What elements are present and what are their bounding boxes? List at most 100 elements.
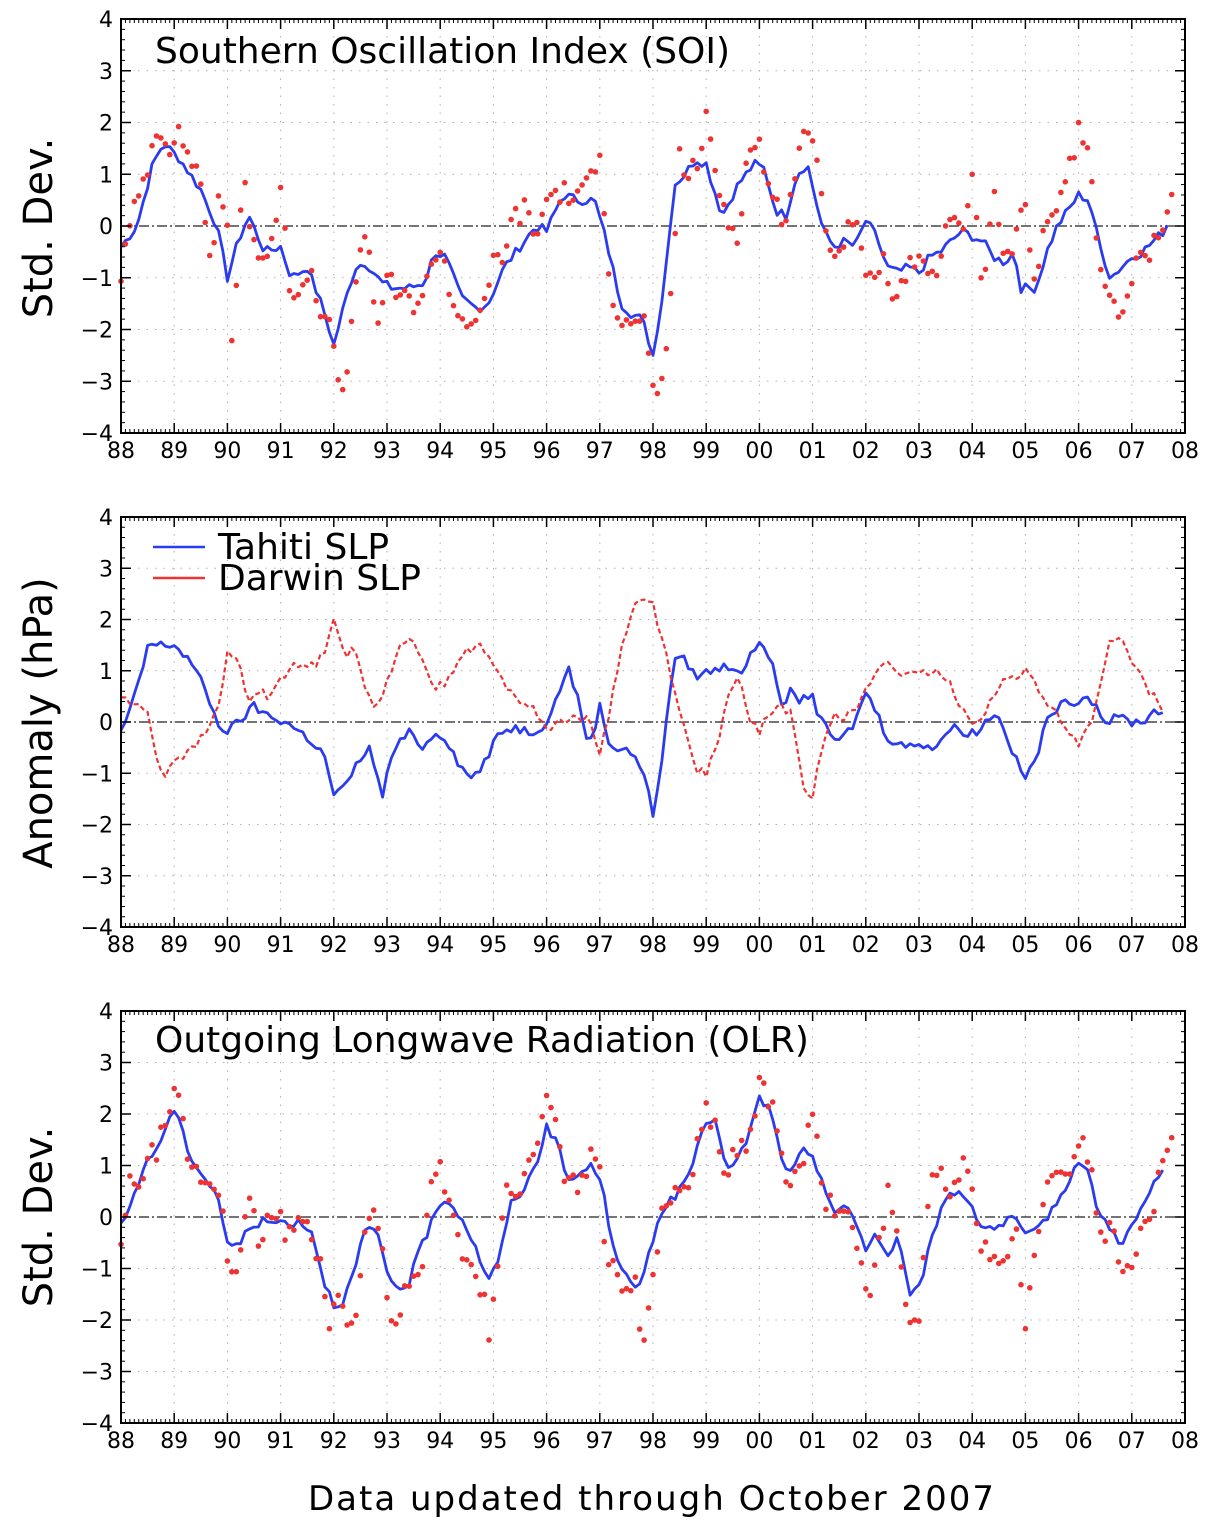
data-point (1084, 145, 1091, 151)
data-point (353, 1312, 359, 1319)
data-point (707, 1124, 714, 1130)
data-point (286, 1223, 293, 1230)
data-point (162, 141, 169, 147)
data-point (1080, 140, 1086, 146)
data-point (699, 1126, 705, 1133)
data-point (1018, 1281, 1024, 1288)
data-point (135, 1184, 142, 1190)
data-point (1027, 247, 1033, 253)
data-point (738, 211, 745, 217)
data-point (1155, 234, 1162, 241)
data-point (730, 1146, 736, 1153)
data-point (335, 377, 342, 383)
data-point (832, 253, 838, 260)
data-point (388, 271, 395, 278)
data-point (189, 163, 195, 170)
data-point (140, 1175, 146, 1182)
olr-title: Outgoing Longwave Radiation (OLR) (155, 1020, 809, 1061)
y-tick-label: −4 (81, 422, 113, 447)
data-point (255, 1243, 262, 1249)
data-point (894, 293, 900, 300)
data-point (960, 226, 967, 232)
data-point (206, 252, 213, 259)
data-point (996, 1260, 1002, 1267)
x-tick-label: 92 (320, 933, 348, 958)
data-point (973, 1220, 980, 1227)
data-point (1102, 283, 1108, 290)
data-point (260, 1236, 266, 1243)
data-point (956, 220, 962, 226)
data-point (1013, 1226, 1020, 1232)
data-point (1035, 263, 1042, 270)
data-point (153, 133, 160, 139)
data-point (796, 145, 803, 151)
olr-y-axis-label: Std. Dev. (16, 1127, 62, 1308)
data-point (237, 207, 244, 213)
data-point (419, 292, 426, 299)
data-point (889, 1209, 896, 1216)
data-point (787, 191, 794, 198)
data-point (623, 317, 630, 323)
data-point (464, 324, 470, 330)
data-point (512, 205, 519, 212)
data-point (845, 1209, 851, 1215)
data-point (814, 1133, 820, 1139)
data-point (650, 382, 656, 389)
data-point (783, 217, 789, 224)
olr-plot-area: 88 89 90 91 92 93 94 95 96 97 98 99 00 01 02 03 04 05 06 07… (81, 1000, 1199, 1454)
x-tick-label: 05 (1011, 933, 1039, 958)
data-point (938, 253, 944, 259)
x-tick-label: 04 (958, 1429, 986, 1454)
data-point (916, 253, 922, 259)
data-point (592, 1156, 599, 1162)
data-point (809, 1111, 816, 1118)
data-point (246, 223, 253, 230)
data-point (410, 309, 417, 316)
data-point (876, 1234, 882, 1241)
data-point (260, 255, 266, 261)
data-point (171, 140, 177, 146)
data-point (370, 299, 377, 305)
data-point (965, 1168, 971, 1174)
data-point (477, 1292, 483, 1298)
data-point (526, 210, 532, 216)
data-point (548, 1104, 554, 1111)
x-tick-label: 97 (586, 1429, 614, 1454)
data-point (1151, 232, 1157, 239)
data-point (645, 350, 652, 357)
data-point (384, 272, 390, 279)
data-point (778, 221, 785, 228)
y-tick-label: 1 (99, 1155, 113, 1180)
data-point (220, 1208, 226, 1214)
x-tick-label: 06 (1065, 933, 1093, 958)
data-point (401, 1283, 408, 1289)
data-point (206, 1181, 213, 1187)
x-tick-label: 03 (905, 1429, 933, 1454)
data-point (251, 236, 257, 243)
data-point (867, 1292, 873, 1299)
data-point (481, 295, 488, 302)
x-tick-label: 98 (639, 439, 667, 464)
data-point (503, 1182, 510, 1188)
data-point (685, 175, 692, 182)
data-point (951, 1179, 958, 1186)
data-point (854, 1245, 860, 1252)
data-point (876, 269, 882, 276)
data-point (690, 1171, 696, 1178)
series-line (120, 598, 1164, 800)
data-point (135, 193, 142, 199)
data-point (490, 1296, 497, 1302)
data-point (933, 1172, 940, 1179)
data-point (193, 1163, 200, 1170)
data-point (348, 1320, 355, 1326)
y-tick-label: 4 (99, 506, 113, 531)
data-point (1106, 292, 1113, 299)
data-point (769, 194, 776, 201)
data-point (526, 1157, 532, 1163)
data-point (951, 214, 958, 221)
data-point (610, 302, 616, 309)
data-point (605, 1261, 612, 1268)
data-point (792, 176, 798, 182)
data-point (1058, 1169, 1064, 1175)
data-point (255, 255, 262, 261)
